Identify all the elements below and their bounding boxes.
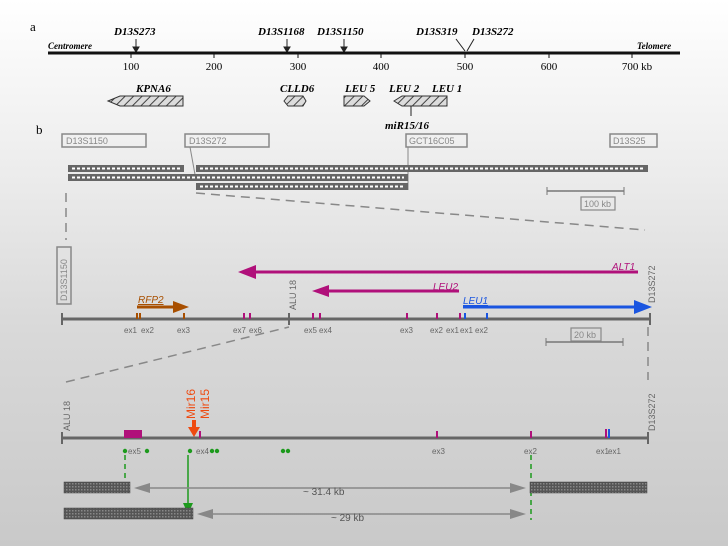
telomere-label: Telomere: [637, 41, 671, 51]
contig-box-gct16c05: [405, 133, 468, 148]
distance-block: [63, 507, 194, 520]
mir16-label: Mir16: [184, 389, 198, 419]
tick-400: 400: [373, 61, 390, 73]
exon-detail-label: ex5: [128, 447, 141, 456]
gene-clld6-label: CLLD6: [280, 83, 315, 95]
exon-marks-mid: [136, 313, 488, 319]
transcript-leu2-label: LEU2: [433, 282, 458, 293]
scale-box-100kb: [580, 196, 616, 211]
mir-arrow-head: [188, 427, 200, 437]
green-markers: [122, 448, 291, 454]
exon-label: ex1: [460, 326, 473, 335]
exon-detail-label: ex1: [608, 447, 621, 456]
gene-leu5-label: LEU 5: [344, 83, 376, 95]
marker-d13s1168: D13S1168: [257, 26, 305, 38]
gene-leu5-arrow: [343, 95, 371, 107]
exon-label: ex2: [475, 326, 488, 335]
clone-bar: [68, 165, 184, 172]
transcript-rfp2-head: [173, 301, 189, 313]
contig-label-d13s272: D13S272: [189, 136, 227, 146]
transcript-alt1-head: [238, 265, 256, 279]
exon-detail-label: ex3: [432, 447, 445, 456]
exon-label: ex3: [177, 326, 190, 335]
exon-label: ex3: [400, 326, 413, 335]
tick-200: 200: [206, 61, 223, 73]
gene-leu1-label: LEU 1: [431, 83, 462, 95]
transcript-alt1-label: ALT1: [611, 262, 635, 273]
gene-clld6-arrow: [283, 95, 307, 107]
contig-box-d13s272: [184, 133, 270, 148]
exon-label: ex1: [446, 326, 459, 335]
exon-label: ex2: [141, 326, 154, 335]
scale-label-100kb: 100 kb: [584, 199, 611, 209]
contig-label-d13s1150: D13S1150: [66, 136, 108, 146]
transcript-rfp2-label: RFP2: [138, 295, 164, 306]
contig-box-d13s1150: [61, 133, 147, 148]
exon-detail-label: ex1: [596, 447, 609, 456]
centromere-label: Centromere: [48, 41, 92, 51]
zoom-line-right: [195, 192, 646, 231]
exon-label: ex5: [304, 326, 317, 335]
exon-block-magenta: [124, 430, 142, 438]
gene-kpna6-arrow: [106, 95, 184, 107]
scale-label-20kb: 20 kb: [574, 330, 596, 340]
marker-d13s273: D13S273: [113, 26, 156, 38]
panel-b-label: b: [36, 122, 43, 137]
exon-marks-detail: [199, 429, 610, 438]
zoom-line-detail-left: [65, 326, 290, 383]
marker-d13s272: D13S272: [471, 26, 514, 38]
mirna-label: miR15/16: [385, 120, 430, 132]
axis-ticks: [130, 53, 633, 58]
gene-leu2-label: LEU 2: [388, 83, 420, 95]
marker-d13s1150: D13S1150: [316, 26, 364, 38]
exon-detail-label: ex2: [524, 447, 537, 456]
detail-right-label: D13S272: [647, 393, 657, 431]
marker-d13s319: D13S319: [415, 26, 458, 38]
clone-bars: [68, 165, 648, 190]
region-left-box: [56, 246, 72, 305]
panel-a-label: a: [30, 19, 36, 34]
tick-100: 100: [123, 61, 140, 73]
marker-pointers: [132, 38, 475, 53]
distance-label-1: ~ 31.4 kb: [303, 487, 345, 498]
region-left-label: D13S1150: [59, 259, 69, 301]
distance-block: [529, 481, 648, 494]
panel-b-transcripts: D13S1150 D13S272 ALU 18 ALT1 LEU2 LEU1 R…: [56, 246, 657, 383]
gene-leu2-leu1-arrow: [393, 95, 448, 107]
exon-label: ex7: [233, 326, 246, 335]
transcript-leu1-label: LEU1: [463, 296, 488, 307]
scale-box-20kb: [570, 327, 602, 342]
exon-label: ex6: [249, 326, 262, 335]
distance-block: [63, 481, 131, 494]
alu18-mid-label: ALU 18: [288, 280, 298, 310]
detail-left-label: ALU 18: [62, 401, 72, 431]
tick-300: 300: [290, 61, 307, 73]
contig-label-gct16c05: GCT16C05: [409, 136, 455, 146]
tick-600: 600: [541, 61, 558, 73]
contig-label-d13s25: D13S25: [613, 136, 646, 146]
mir15-label: Mir15: [198, 389, 212, 419]
exon-label: ex1: [124, 326, 137, 335]
tick-700: 700 kb: [622, 61, 653, 73]
transcript-leu2-head: [312, 285, 329, 297]
contig-box-d13s25: [609, 133, 658, 148]
panel-b-contigs: b D13S1150 D13S272 GCT16C05 D13S25 100 k…: [36, 122, 658, 240]
tick-500: 500: [457, 61, 474, 73]
exon-label: ex4: [319, 326, 332, 335]
gene-kpna6-label: KPNA6: [135, 83, 171, 95]
exon-detail-label: ex4: [196, 447, 209, 456]
exon-label: ex2: [430, 326, 443, 335]
transcript-leu1-head: [634, 300, 652, 314]
distance-label-2: ~ 29 kb: [331, 513, 365, 524]
panel-b-detail: ALU 18 D13S272 Mir16 Mir15 ex5 ex4 ex3: [61, 389, 657, 524]
region-right-label: D13S272: [647, 265, 657, 303]
panel-a: a D13S273 D13S1168 D13S1150 D13S319 D13S…: [30, 19, 680, 132]
